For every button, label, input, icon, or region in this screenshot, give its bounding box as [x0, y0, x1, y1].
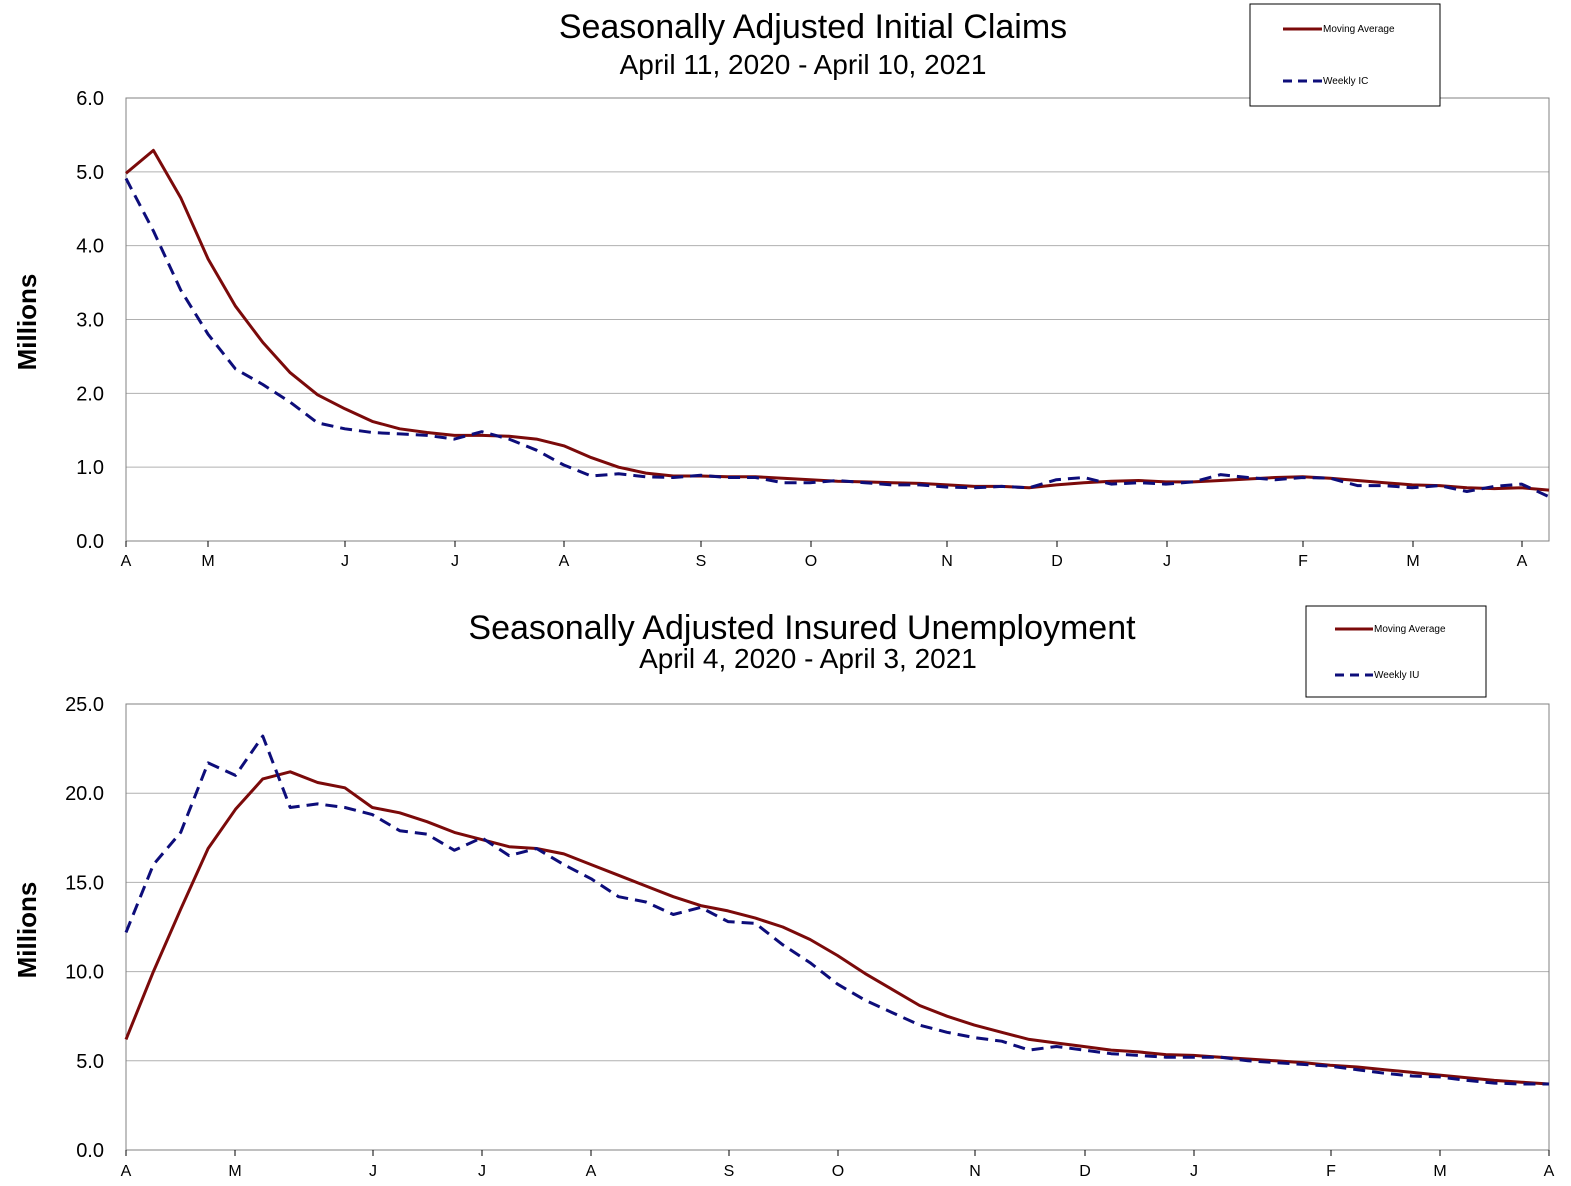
legend-label-moving-average: Moving Average [1323, 24, 1395, 35]
initial-claims-chart: Seasonally Adjusted Initial Claims April… [12, 3, 1550, 570]
x-tick-label: D [1079, 1163, 1091, 1180]
x-tick-label: J [341, 553, 349, 570]
x-tick-label: S [724, 1163, 735, 1180]
x-tick-label: J [1190, 1163, 1198, 1180]
y-tick-label: 3.0 [76, 310, 104, 332]
chart-subtitle: April 11, 2020 - April 10, 2021 [620, 49, 987, 80]
x-tick-label: J [1163, 553, 1171, 570]
legend-label-moving-average: Moving Average [1374, 624, 1446, 635]
insured-unemployment-chart: Seasonally Adjusted Insured Unemployment… [12, 605, 1555, 1180]
x-tick-label: A [121, 1163, 132, 1180]
chart-subtitle: April 4, 2020 - April 3, 2021 [639, 643, 977, 674]
x-tick-label: F [1326, 1163, 1336, 1180]
chart-title: Seasonally Adjusted Initial Claims [559, 8, 1067, 46]
y-axis-label: Millions [12, 882, 42, 979]
y-tick-label: 2.0 [76, 383, 104, 405]
x-tick-label: M [1406, 553, 1419, 570]
y-tick-label: 20.0 [65, 783, 104, 805]
y-tick-label: 1.0 [76, 457, 104, 479]
plot-frame [125, 97, 1550, 542]
y-tick-label: 6.0 [76, 88, 104, 110]
legend: Moving Average Weekly IC [1249, 3, 1441, 107]
x-tick-label: N [941, 553, 953, 570]
x-tick-label: A [1544, 1163, 1555, 1180]
x-tick-label: N [969, 1163, 981, 1180]
y-tick-labels: 0.0 5.0 10.0 15.0 20.0 25.0 [65, 694, 104, 1162]
x-tick-label: J [451, 553, 459, 570]
x-tick-label: S [696, 553, 707, 570]
series-lines [124, 148, 1550, 499]
x-tick-label: M [228, 1163, 241, 1180]
x-tick-label: A [559, 553, 570, 570]
x-tick-label: J [369, 1163, 377, 1180]
x-tick-label: D [1051, 553, 1063, 570]
x-tick-label: O [832, 1163, 844, 1180]
x-tick-label: A [1517, 553, 1528, 570]
series-line-moving-average [124, 770, 1550, 1086]
y-tick-label: 25.0 [65, 694, 104, 716]
x-tick-label: M [201, 553, 214, 570]
x-tick-label: F [1298, 553, 1308, 570]
legend-label-weekly: Weekly IC [1323, 76, 1368, 87]
chart-title: Seasonally Adjusted Insured Unemployment [468, 609, 1136, 647]
grid-lines [125, 97, 1550, 547]
x-tick-label: O [805, 553, 817, 570]
y-tick-label: 4.0 [76, 236, 104, 258]
x-tick-label: M [1433, 1163, 1446, 1180]
y-tick-label: 0.0 [76, 531, 104, 553]
x-tick-label: A [121, 553, 132, 570]
y-tick-label: 10.0 [65, 962, 104, 984]
y-axis-label: Millions [12, 274, 42, 371]
series-line-weekly [124, 734, 1549, 1086]
y-tick-label: 5.0 [76, 1051, 104, 1073]
y-tick-label: 15.0 [65, 872, 104, 894]
series-line-weekly [124, 177, 1550, 499]
series-line-moving-average [125, 148, 1550, 492]
legend-label-weekly: Weekly IU [1374, 670, 1419, 681]
plot-frame [125, 703, 1550, 1151]
y-tick-label: 0.0 [76, 1140, 104, 1162]
series-lines [124, 734, 1550, 1086]
x-tick-label: J [478, 1163, 486, 1180]
grid-lines [125, 703, 1550, 1156]
x-tick-label: A [586, 1163, 597, 1180]
y-tick-label: 5.0 [76, 162, 104, 184]
legend: Moving Average Weekly IU [1305, 605, 1487, 698]
y-tick-labels: 0.0 1.0 2.0 3.0 4.0 5.0 6.0 [76, 88, 104, 553]
